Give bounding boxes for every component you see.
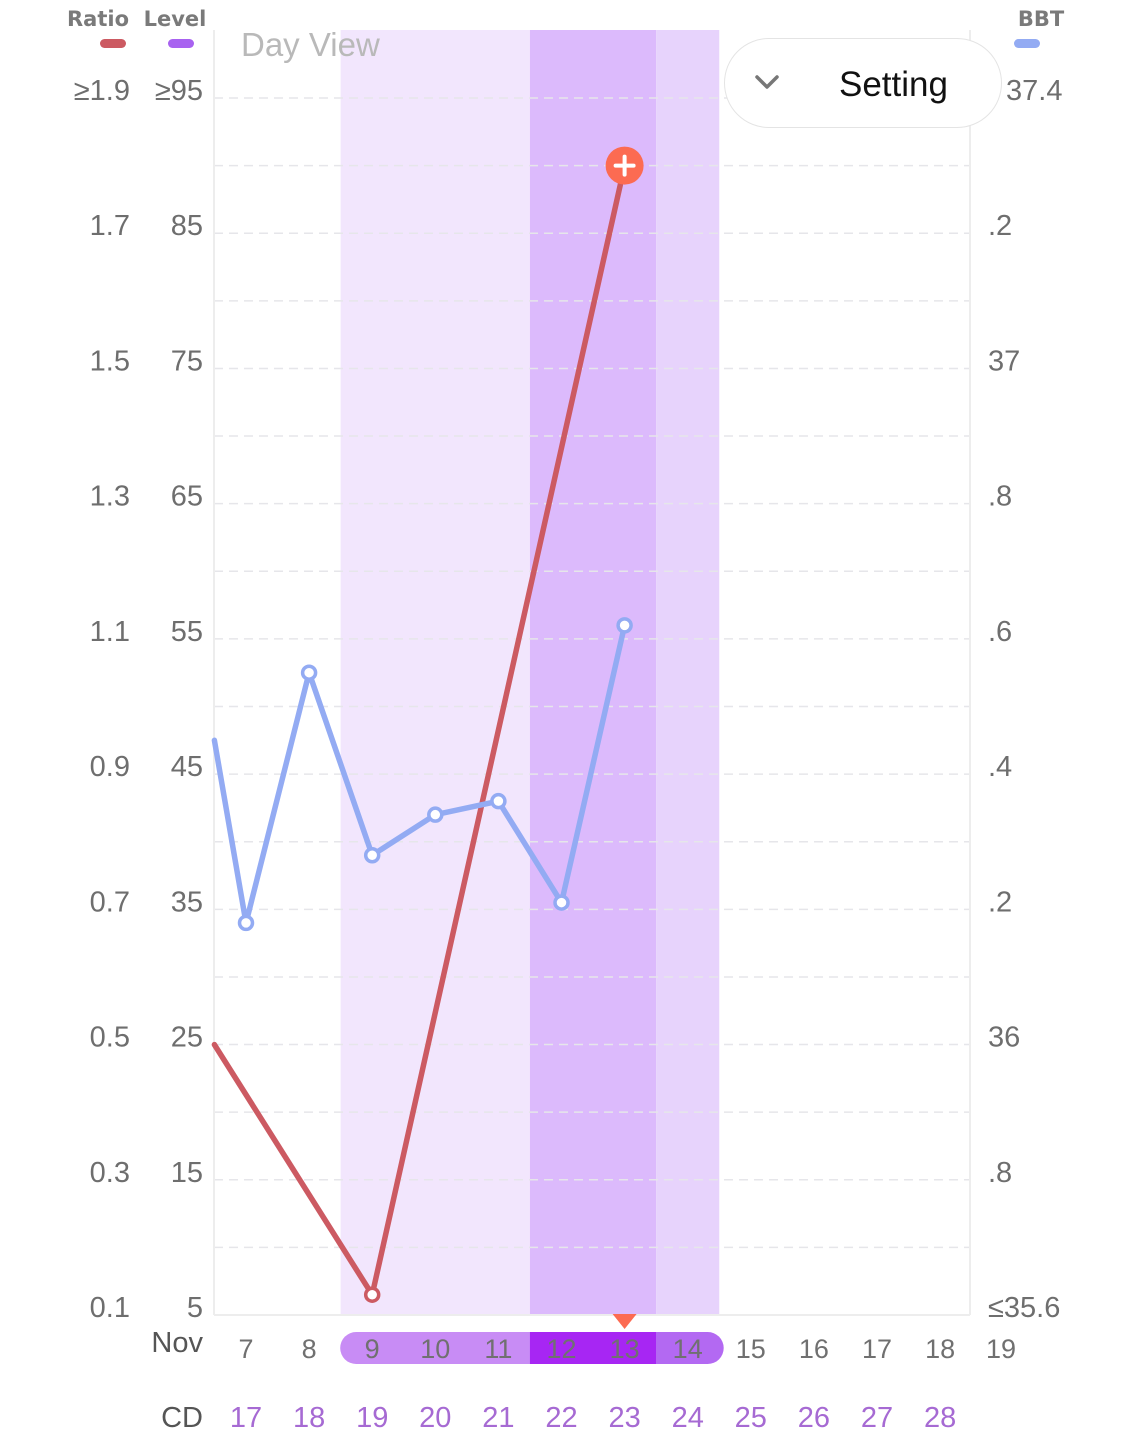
bbt-tick-label: 37.4 xyxy=(1006,75,1062,107)
ratio-tick-label: 0.3 xyxy=(90,1157,130,1189)
chart-grid xyxy=(214,97,970,1249)
ratio-tick-label: 0.7 xyxy=(90,886,130,918)
cd-label: CD xyxy=(161,1402,203,1434)
legend-ratio-label: Ratio xyxy=(67,7,129,31)
ratio-tick-label: 1.1 xyxy=(90,616,130,648)
bbt-point xyxy=(490,792,507,810)
date-tick-label: 7 xyxy=(238,1334,253,1364)
cycle-day-label: 27 xyxy=(861,1402,893,1434)
date-tick-label: 17 xyxy=(862,1334,892,1364)
bbt-tick-label: .8 xyxy=(988,481,1012,513)
bbt-tick-label: .2 xyxy=(988,210,1012,242)
date-tick-label: 10 xyxy=(420,1334,450,1364)
level-tick-label: 15 xyxy=(171,1157,203,1189)
date-tick-label: 19 xyxy=(986,1334,1016,1364)
peak-band xyxy=(529,30,657,1315)
bbt-tick-label: 37 xyxy=(988,345,1020,377)
fertile-band-end xyxy=(656,30,720,1315)
fertile-window-bands xyxy=(340,30,720,1315)
setting-label: Setting xyxy=(839,65,948,104)
cycle-day-label: 22 xyxy=(545,1402,577,1434)
ratio-tick-label: ≥1.9 xyxy=(74,75,130,107)
bbt-tick-label: 36 xyxy=(988,1022,1020,1054)
ratio-tick-label: 0.1 xyxy=(90,1292,130,1324)
bbt-point xyxy=(237,914,255,932)
cycle-day-label: 23 xyxy=(608,1402,640,1434)
level-tick-label: 35 xyxy=(171,886,203,918)
cycle-day-label: 21 xyxy=(482,1402,514,1434)
level-tick-label: ≥95 xyxy=(155,75,203,107)
bbt-tick-label: .8 xyxy=(988,1157,1012,1189)
setting-button[interactable]: Setting xyxy=(724,38,1002,128)
legend-level-label: Level xyxy=(144,7,207,31)
level-tick-label: 75 xyxy=(171,345,203,377)
bbt-line xyxy=(211,622,628,926)
cycle-day-label: 24 xyxy=(672,1402,704,1434)
legend: Ratio Level BBT xyxy=(67,7,1065,48)
cycle-day-label: 18 xyxy=(293,1402,325,1434)
cycle-day-label: 20 xyxy=(419,1402,451,1434)
date-tick-label: 14 xyxy=(673,1334,703,1364)
ratio-tick-label: 0.9 xyxy=(90,751,130,783)
level-tick-label: 65 xyxy=(171,481,203,513)
ratio-tick-label: 1.3 xyxy=(90,481,130,513)
ratio-tick-label: 1.5 xyxy=(90,345,130,377)
date-tick-label: 8 xyxy=(302,1334,317,1364)
legend-bbt-swatch xyxy=(1014,39,1040,48)
level-tick-label: 5 xyxy=(187,1292,203,1324)
date-tick-label: 13 xyxy=(610,1334,640,1364)
date-tick-label: 18 xyxy=(925,1334,955,1364)
fertile-date-pill xyxy=(340,1332,724,1364)
legend-bbt-label: BBT xyxy=(1018,7,1065,31)
date-tick-label: 12 xyxy=(546,1334,576,1364)
chevron-down-icon xyxy=(755,75,779,89)
level-tick-label: 55 xyxy=(171,616,203,648)
date-tick-label: 15 xyxy=(736,1334,766,1364)
pill-end xyxy=(656,1332,724,1364)
level-tick-label: 85 xyxy=(171,210,203,242)
date-tick-label: 11 xyxy=(484,1334,512,1364)
date-tick-label: 16 xyxy=(799,1334,829,1364)
bbt-point xyxy=(363,846,381,864)
legend-level-swatch xyxy=(168,39,194,48)
date-tick-label: 9 xyxy=(365,1334,380,1364)
ratio-point xyxy=(363,1286,381,1303)
plus-icon xyxy=(613,154,636,177)
level-tick-label: 25 xyxy=(171,1022,203,1054)
cycle-day-label: 19 xyxy=(356,1402,388,1434)
legend-ratio-swatch xyxy=(100,39,126,48)
series-points xyxy=(237,146,644,1303)
y-axis-labels: ≥1.9 1.7 1.5 1.3 1.1 0.9 0.7 0.5 0.3 0.1 ≥95 85 75 65… xyxy=(74,75,1063,1324)
cycle-day-label: 25 xyxy=(735,1402,767,1434)
ratio-tick-label: 0.5 xyxy=(90,1022,130,1054)
cycle-day-label: 28 xyxy=(924,1402,956,1434)
bbt-point xyxy=(553,894,570,911)
cycle-day-label: 17 xyxy=(230,1402,262,1434)
chart-axes xyxy=(213,30,971,1316)
bbt-tick-label: ≤35.6 xyxy=(988,1292,1060,1324)
pill-peak xyxy=(529,1332,657,1364)
bbt-point xyxy=(616,617,633,634)
cycle-day-label: 26 xyxy=(798,1402,830,1434)
bbt-tick-label: .2 xyxy=(988,886,1012,918)
bbt-point xyxy=(427,806,444,823)
today-marker xyxy=(612,1314,637,1329)
ratio-tick-label: 1.7 xyxy=(90,210,130,242)
bbt-point xyxy=(300,664,318,681)
level-tick-label: 45 xyxy=(171,751,203,783)
bbt-tick-label: .6 xyxy=(988,616,1012,648)
fertile-band xyxy=(340,30,530,1315)
month-label: Nov xyxy=(151,1327,203,1359)
view-title: Day View xyxy=(241,26,380,63)
x-axis: Nov CD 7 8 9 10 11 12 13 14 15 16 17 18 19 17 18 19 20 21 22… xyxy=(151,1314,1016,1434)
bbt-tick-label: .4 xyxy=(988,751,1012,783)
